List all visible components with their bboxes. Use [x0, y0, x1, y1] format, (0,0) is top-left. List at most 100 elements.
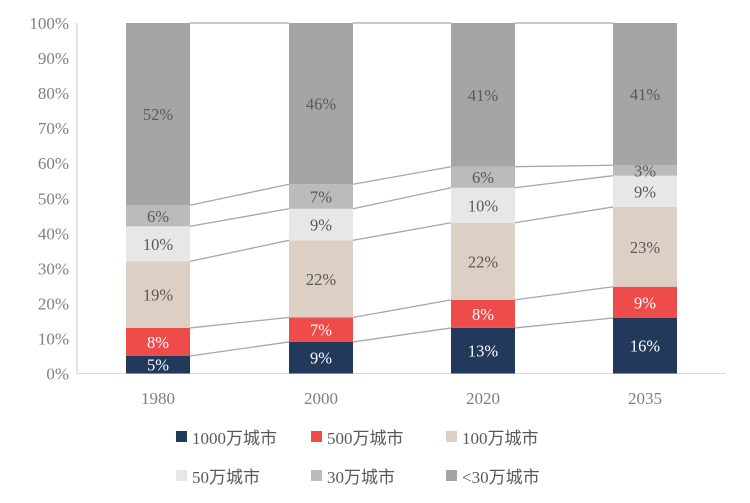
- bar-segment: [289, 23, 353, 185]
- y-axis-tick-label: 50%: [38, 189, 69, 208]
- legend-label: 50万城市: [192, 468, 260, 487]
- bar-segment: [613, 317, 677, 374]
- x-axis-category-label: 2020: [466, 389, 500, 408]
- stacked-bar-chart: 0% 10% 20% 30% 40% 50% 60% 70% 80% 90% 100% 5% 8% 19%…: [29, 14, 726, 408]
- bar-segment-label: 23%: [630, 238, 661, 257]
- series-connector-line: [189, 208, 290, 227]
- series-connector-line: [514, 317, 614, 329]
- bar-segment-label: 5%: [147, 356, 169, 375]
- bar-segment-label: 7%: [310, 187, 332, 206]
- y-axis-tick-label: 70%: [38, 119, 69, 138]
- series-connector-line: [514, 286, 614, 301]
- bar-segment-label: 6%: [472, 168, 494, 187]
- bar-segment-label: 9%: [310, 349, 332, 368]
- bar-segment-label: 10%: [468, 196, 499, 215]
- legend-label: 100万城市: [462, 429, 539, 448]
- bar-segment: [126, 23, 190, 206]
- bar-segment: [451, 23, 515, 167]
- bar-segment: [289, 184, 353, 209]
- y-axis-tick-label: 90%: [38, 49, 69, 68]
- chart-legend: 1000万城市 500万城市 100万城市 50万城市 30万城市 <30万城市: [176, 424, 581, 488]
- legend-swatch: [446, 470, 457, 481]
- legend-swatch: [176, 431, 187, 442]
- y-axis-tick-label: 40%: [38, 224, 69, 243]
- legend-item: <30万城市: [446, 463, 581, 488]
- legend-item: 1000万城市: [176, 424, 311, 449]
- bar-segment-label: 22%: [468, 252, 499, 271]
- bar-segment-label: 6%: [147, 207, 169, 226]
- legend-row: 50万城市 30万城市 <30万城市: [176, 463, 581, 488]
- series-connector-line: [352, 299, 452, 319]
- bar-segment-label: 19%: [143, 286, 174, 305]
- bar-segment-label: 13%: [468, 342, 499, 361]
- bar-segment-label: 41%: [468, 86, 499, 105]
- bar-segment: [126, 355, 190, 374]
- y-axis-tick-label: 100%: [29, 14, 69, 33]
- bar-segment-label: 8%: [472, 305, 494, 324]
- series-connector-line: [352, 327, 452, 343]
- series-connector-line: [514, 175, 614, 189]
- y-axis-tick-label: 30%: [38, 259, 69, 278]
- legend-swatch: [311, 470, 322, 481]
- bar-segment: [126, 261, 190, 328]
- bar-segment-label: 52%: [143, 105, 174, 124]
- legend-swatch: [176, 470, 187, 481]
- series-connector-line: [514, 164, 614, 168]
- series-connector-line: [189, 239, 290, 262]
- bar-segment-label: 10%: [143, 235, 174, 254]
- bar-segment: [289, 240, 353, 318]
- y-axis-tick-label: 60%: [38, 154, 69, 173]
- legend-swatch: [446, 431, 457, 442]
- series-connector-line: [352, 222, 452, 241]
- legend-swatch: [311, 431, 322, 442]
- bar-segment: [451, 166, 515, 188]
- legend-row: 1000万城市 500万城市 100万城市: [176, 424, 581, 449]
- x-axis-category-label: 2000: [304, 389, 338, 408]
- bar-segment-label: 3%: [634, 161, 656, 180]
- series-connector-line: [189, 183, 290, 206]
- x-axis-category-label: 1980: [141, 389, 175, 408]
- bar-segment: [289, 341, 353, 374]
- series-connector-line: [352, 187, 452, 210]
- bar-segment: [451, 222, 515, 300]
- bar-segment-label: 16%: [630, 337, 661, 356]
- bar-segment: [126, 327, 190, 356]
- legend-item: 50万城市: [176, 463, 311, 488]
- legend-item: 500万城市: [311, 424, 446, 449]
- x-axis-category-label: 2035: [628, 389, 662, 408]
- bar-segment-label: 9%: [634, 182, 656, 201]
- bar-segment-label: 9%: [634, 293, 656, 312]
- y-axis-tick-label: 20%: [38, 294, 69, 313]
- bar-segment: [289, 317, 353, 342]
- bar-segment: [451, 327, 515, 374]
- series-connector-line: [352, 166, 452, 185]
- bar-segment: [613, 165, 677, 176]
- bar-segment: [126, 226, 190, 262]
- bar-segment: [613, 23, 677, 166]
- y-axis-tick-label: 80%: [38, 84, 69, 103]
- bar-segment-label: 8%: [147, 333, 169, 352]
- bar-segment: [613, 206, 677, 287]
- legend-label: 500万城市: [327, 429, 404, 448]
- y-axis-tick-label: 0%: [46, 365, 69, 384]
- bar-segment: [613, 286, 677, 318]
- bar-segment-label: 7%: [310, 321, 332, 340]
- bar-segment: [126, 205, 190, 227]
- legend-label: 30万城市: [327, 468, 395, 487]
- bar-segment: [451, 187, 515, 223]
- legend-item: 100万城市: [446, 424, 581, 449]
- y-axis-tick-label: 10%: [38, 329, 69, 348]
- bar-segment-label: 9%: [310, 216, 332, 235]
- series-connector-line: [514, 206, 614, 224]
- legend-label: <30万城市: [462, 468, 540, 487]
- bar-segment-label: 46%: [306, 95, 337, 114]
- legend-item: 30万城市: [311, 463, 446, 488]
- bar-segment-label: 41%: [630, 85, 661, 104]
- series-connector-line: [189, 316, 290, 329]
- series-connector-line: [189, 341, 290, 357]
- bar-segment: [289, 208, 353, 241]
- legend-label: 1000万城市: [192, 429, 277, 448]
- bar-segment-label: 22%: [306, 270, 337, 289]
- bar-segment: [451, 299, 515, 328]
